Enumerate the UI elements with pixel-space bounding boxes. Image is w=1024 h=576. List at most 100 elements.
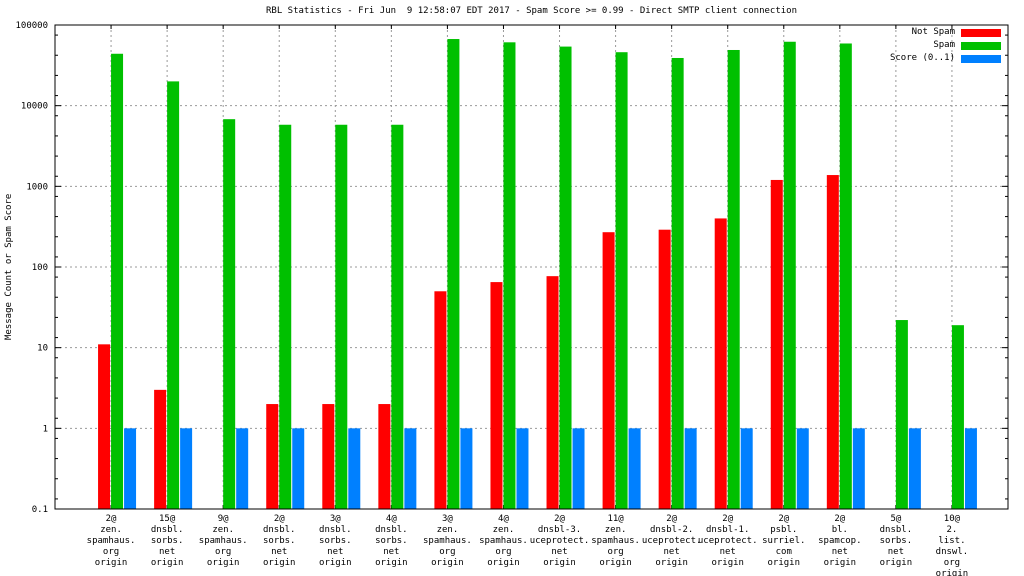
x-tick-line: net xyxy=(832,547,848,557)
x-tick-line: zen. xyxy=(437,525,459,535)
x-tick-line: net xyxy=(720,547,736,557)
x-tick-line: org xyxy=(495,547,511,557)
x-tick-line: 5@ xyxy=(890,514,901,524)
x-tick-line: origin xyxy=(543,558,576,568)
x-tick-line: psbl. xyxy=(770,525,797,535)
x-tick-line: dnsbl. xyxy=(319,525,352,535)
x-tick-line: org xyxy=(103,547,119,557)
y-tick-label: 0.1 xyxy=(32,505,48,515)
x-tick-label: 9@ zen. spamhaus. org origin xyxy=(199,514,248,568)
bar-spam xyxy=(615,52,628,510)
x-tick-line: origin xyxy=(936,569,969,576)
x-tick-line: origin xyxy=(263,558,296,568)
x-tick-line: net xyxy=(551,547,567,557)
x-tick-line: dnsbl. xyxy=(375,525,408,535)
x-tick-label: 5@ dnsbl. sorbs. net origin xyxy=(880,514,913,568)
x-tick-line: sorbs. xyxy=(375,536,408,546)
x-tick-line: 4@ xyxy=(386,514,397,524)
bar-not-spam xyxy=(826,175,839,510)
bar-spam xyxy=(839,43,852,509)
x-tick-line: spamhaus. xyxy=(479,536,528,546)
bar-score-0-1 xyxy=(908,428,921,509)
x-tick-line: origin xyxy=(95,558,128,568)
legend: Not Spam Spam Score (0..1) xyxy=(890,26,1001,65)
x-tick-line: origin xyxy=(319,558,352,568)
x-tick-line: zen. xyxy=(605,525,627,535)
x-tick-line: org xyxy=(439,547,455,557)
x-tick-line: 2. xyxy=(947,525,958,535)
x-tick-line: net xyxy=(888,547,904,557)
x-tick-label: 2@ dnsbl. sorbs. net origin xyxy=(263,514,296,568)
bar-spam xyxy=(559,46,572,509)
x-tick-line: uceprotect. xyxy=(642,536,702,546)
x-tick-line: origin xyxy=(487,558,520,568)
y-tick-label: 10 xyxy=(37,344,48,354)
x-tick-line: com xyxy=(776,547,792,557)
x-tick-line: 10@ xyxy=(944,514,961,524)
legend-item-score: Score (0..1) xyxy=(890,52,1001,65)
y-tick-label: 1 xyxy=(43,424,48,434)
x-tick-line: 9@ xyxy=(218,514,229,524)
x-tick-label: 2@ psbl. surriel. com origin xyxy=(762,514,805,568)
y-tick-label: 100 xyxy=(32,263,48,273)
x-tick-line: dnsbl-2. xyxy=(650,525,693,535)
bar-score-0-1 xyxy=(292,428,305,509)
x-tick-line: 2@ xyxy=(778,514,789,524)
legend-label-spam: Spam xyxy=(933,40,955,50)
x-tick-line: zen. xyxy=(212,525,234,535)
bar-score-0-1 xyxy=(236,428,249,509)
bar-not-spam xyxy=(602,232,615,510)
y-tick-label: 1000 xyxy=(26,182,48,192)
x-tick-line: org xyxy=(215,547,231,557)
x-tick-line: dnsbl-3. xyxy=(538,525,581,535)
x-tick-line: uceprotect. xyxy=(530,536,590,546)
bar-not-spam xyxy=(490,282,503,509)
x-tick-label: 2@ dnsbl-2. uceprotect. net origin xyxy=(642,514,702,568)
bar-spam xyxy=(671,57,684,509)
x-tick-line: dnsbl. xyxy=(880,525,913,535)
bar-score-0-1 xyxy=(516,428,529,509)
x-tick-line: origin xyxy=(207,558,240,568)
x-tick-line: 2@ xyxy=(722,514,733,524)
x-tick-line: origin xyxy=(151,558,184,568)
x-tick-label: 2@ dnsbl-3. uceprotect. net origin xyxy=(530,514,590,568)
bar-spam xyxy=(895,320,908,509)
bar-score-0-1 xyxy=(572,428,585,509)
x-tick-label: 4@ zen. spamhaus. org origin xyxy=(479,514,528,568)
x-tick-line: 11@ xyxy=(607,514,624,524)
x-tick-line: dnsbl. xyxy=(263,525,296,535)
x-tick-line: origin xyxy=(431,558,464,568)
x-tick-line: net xyxy=(383,547,399,557)
x-tick-line: org xyxy=(607,547,623,557)
x-tick-line: origin xyxy=(711,558,744,568)
x-tick-line: zen. xyxy=(493,525,515,535)
x-tick-line: origin xyxy=(768,558,801,568)
bar-score-0-1 xyxy=(124,428,137,509)
x-tick-line: net xyxy=(664,547,680,557)
bar-spam xyxy=(447,39,460,509)
bar-not-spam xyxy=(434,291,447,509)
x-tick-line: sorbs. xyxy=(880,536,913,546)
plot-border xyxy=(54,24,1009,510)
x-tick-line: origin xyxy=(599,558,632,568)
bar-score-0-1 xyxy=(740,428,753,509)
x-tick-line: spamhaus. xyxy=(423,536,472,546)
bar-spam xyxy=(279,124,292,509)
x-tick-line: origin xyxy=(655,558,688,568)
bar-spam xyxy=(111,53,124,510)
x-tick-label: 3@ zen. spamhaus. org origin xyxy=(423,514,472,568)
legend-swatch-score xyxy=(961,54,1001,63)
x-tick-label: 10@ 2. list. dnswl. org origin xyxy=(936,514,969,576)
x-tick-line: dnsbl. xyxy=(151,525,184,535)
bar-spam xyxy=(783,41,796,509)
bar-not-spam xyxy=(98,344,111,509)
x-tick-line: 2@ xyxy=(554,514,565,524)
legend-swatch-spam xyxy=(961,41,1001,50)
x-tick-label: 2@ bl. spamcop. net origin xyxy=(818,514,861,568)
bar-spam xyxy=(391,124,404,509)
x-tick-label: 2@ zen. spamhaus. org origin xyxy=(87,514,136,568)
x-tick-line: origin xyxy=(880,558,913,568)
chart-title: RBL Statistics - Fri Jun 9 12:58:07 EDT … xyxy=(265,6,797,16)
x-tick-label: 3@ dnsbl. sorbs. net origin xyxy=(319,514,352,568)
